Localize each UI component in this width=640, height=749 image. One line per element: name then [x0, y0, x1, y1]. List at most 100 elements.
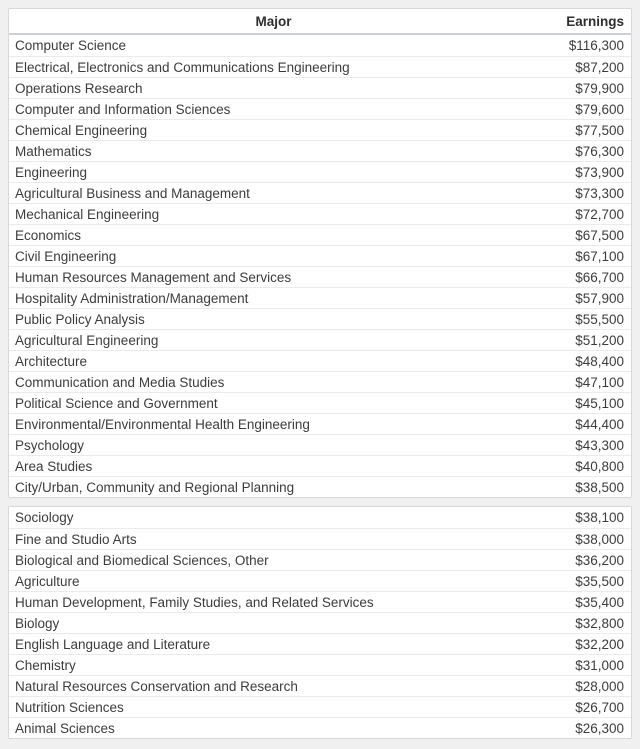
- major-cell: Natural Resources Conservation and Resea…: [15, 678, 298, 694]
- earnings-cell: $67,500: [575, 227, 624, 243]
- major-cell: Mathematics: [15, 143, 92, 159]
- table-row: Communication and Media Studies $47,100: [9, 371, 631, 392]
- earnings-cell: $35,500: [575, 573, 624, 589]
- table-row: Electrical, Electronics and Communicatio…: [9, 56, 631, 77]
- major-cell: City/Urban, Community and Regional Plann…: [15, 479, 295, 495]
- earnings-cell: $43,300: [575, 437, 624, 453]
- earnings-cell: $66,700: [575, 269, 624, 285]
- major-cell: Economics: [15, 227, 82, 243]
- major-cell: English Language and Literature: [15, 636, 211, 652]
- major-cell: Chemistry: [15, 657, 76, 673]
- earnings-cell: $26,300: [575, 720, 624, 736]
- earnings-cell: $55,500: [575, 311, 624, 327]
- table-row: Natural Resources Conservation and Resea…: [9, 675, 631, 696]
- table-row: Computer and Information Sciences $79,600: [9, 98, 631, 119]
- major-cell: Civil Engineering: [15, 248, 117, 264]
- earnings-cell: $57,900: [575, 290, 624, 306]
- table-row: Chemical Engineering $77,500: [9, 119, 631, 140]
- table-row: Agricultural Business and Management $73,…: [9, 182, 631, 203]
- earnings-cell: $48,400: [575, 353, 624, 369]
- table-header-row: Major Earnings: [9, 9, 631, 35]
- table-row: Economics $67,500: [9, 224, 631, 245]
- major-cell: Environmental/Environmental Health Engin…: [15, 416, 310, 432]
- major-cell: Hospitality Administration/Management: [15, 290, 249, 306]
- earnings-cell: $45,100: [575, 395, 624, 411]
- earnings-cell: $76,300: [575, 143, 624, 159]
- major-cell: Biological and Biomedical Sciences, Othe…: [15, 552, 269, 568]
- earnings-cell: $35,400: [575, 594, 624, 610]
- earnings-cell: $38,500: [575, 479, 624, 495]
- earnings-cell: $38,000: [575, 531, 624, 547]
- major-cell: Mechanical Engineering: [15, 206, 160, 222]
- major-cell: Political Science and Government: [15, 395, 218, 411]
- table-row: Architecture $48,400: [9, 350, 631, 371]
- major-cell: Engineering: [15, 164, 88, 180]
- major-cell: Operations Research: [15, 80, 143, 96]
- earnings-cell: $32,200: [575, 636, 624, 652]
- major-cell: Architecture: [15, 353, 88, 369]
- table-row: Biological and Biomedical Sciences, Othe…: [9, 549, 631, 570]
- major-cell: Computer and Information Sciences: [15, 101, 231, 117]
- earnings-cell: $44,400: [575, 416, 624, 432]
- earnings-cell: $67,100: [575, 248, 624, 264]
- table-row: English Language and Literature $32,200: [9, 633, 631, 654]
- earnings-cell: $28,000: [575, 678, 624, 694]
- table-row: Human Resources Management and Services $…: [9, 266, 631, 287]
- table-row: Chemistry $31,000: [9, 654, 631, 675]
- earnings-cell: $26,700: [575, 699, 624, 715]
- table-row: Civil Engineering $67,100: [9, 245, 631, 266]
- table-row: Public Policy Analysis $55,500: [9, 308, 631, 329]
- table-row: Political Science and Government $45,100: [9, 392, 631, 413]
- earnings-cell: $47,100: [575, 374, 624, 390]
- table-row: Sociology $38,100: [9, 507, 631, 528]
- major-cell: Animal Sciences: [15, 720, 115, 736]
- table-row: Fine and Studio Arts $38,000: [9, 528, 631, 549]
- table-row: Hospitality Administration/Management $57…: [9, 287, 631, 308]
- major-cell: Agricultural Business and Management: [15, 185, 250, 201]
- table-row: Mechanical Engineering $72,700: [9, 203, 631, 224]
- earnings-table-section-2: Sociology $38,100 Fine and Studio Arts $38,…: [8, 506, 632, 739]
- table-body-section-1: Computer Science $116,300 Electrical, Elec…: [9, 35, 631, 497]
- table-row: City/Urban, Community and Regional Plann…: [9, 476, 631, 497]
- major-cell: Area Studies: [15, 458, 93, 474]
- major-cell: Chemical Engineering: [15, 122, 148, 138]
- earnings-cell: $51,200: [575, 332, 624, 348]
- earnings-cell: $38,100: [575, 510, 624, 525]
- major-cell: Computer Science: [15, 38, 127, 53]
- major-cell: Human Resources Management and Services: [15, 269, 292, 285]
- major-cell: Electrical, Electronics and Communicatio…: [15, 59, 350, 75]
- table-row: Animal Sciences $26,300: [9, 717, 631, 738]
- major-cell: Public Policy Analysis: [15, 311, 145, 327]
- table-row: Mathematics $76,300: [9, 140, 631, 161]
- table-body-section-2: Sociology $38,100 Fine and Studio Arts $38,…: [9, 507, 631, 738]
- table-row: Agricultural Engineering $51,200: [9, 329, 631, 350]
- earnings-cell: $73,900: [575, 164, 624, 180]
- major-cell: Agriculture: [15, 573, 80, 589]
- major-cell: Agricultural Engineering: [15, 332, 159, 348]
- earnings-table-section-1: Major Earnings Computer Science $116,300 E…: [8, 8, 632, 498]
- earnings-cell: $72,700: [575, 206, 624, 222]
- earnings-cell: $77,500: [575, 122, 624, 138]
- earnings-cell: $79,600: [575, 101, 624, 117]
- major-cell: Human Development, Family Studies, and R…: [15, 594, 374, 610]
- earnings-cell: $73,300: [575, 185, 624, 201]
- table-row: Biology $32,800: [9, 612, 631, 633]
- earnings-cell: $36,200: [575, 552, 624, 568]
- major-cell: Biology: [15, 615, 60, 631]
- earnings-cell: $116,300: [568, 38, 624, 53]
- table-row: Computer Science $116,300: [9, 35, 631, 56]
- earnings-cell: $31,000: [575, 657, 624, 673]
- major-cell: Sociology: [15, 510, 74, 525]
- table-row: Agriculture $35,500: [9, 570, 631, 591]
- table-row: Environmental/Environmental Health Engin…: [9, 413, 631, 434]
- earnings-cell: $32,800: [575, 615, 624, 631]
- table-row: Engineering $73,900: [9, 161, 631, 182]
- table-row: Psychology $43,300: [9, 434, 631, 455]
- earnings-cell: $40,800: [575, 458, 624, 474]
- column-header-earnings: Earnings: [566, 13, 624, 29]
- earnings-cell: $79,900: [575, 80, 624, 96]
- major-cell: Fine and Studio Arts: [15, 531, 137, 547]
- earnings-cell: $87,200: [575, 59, 624, 75]
- table-row: Area Studies $40,800: [9, 455, 631, 476]
- table-row: Nutrition Sciences $26,700: [9, 696, 631, 717]
